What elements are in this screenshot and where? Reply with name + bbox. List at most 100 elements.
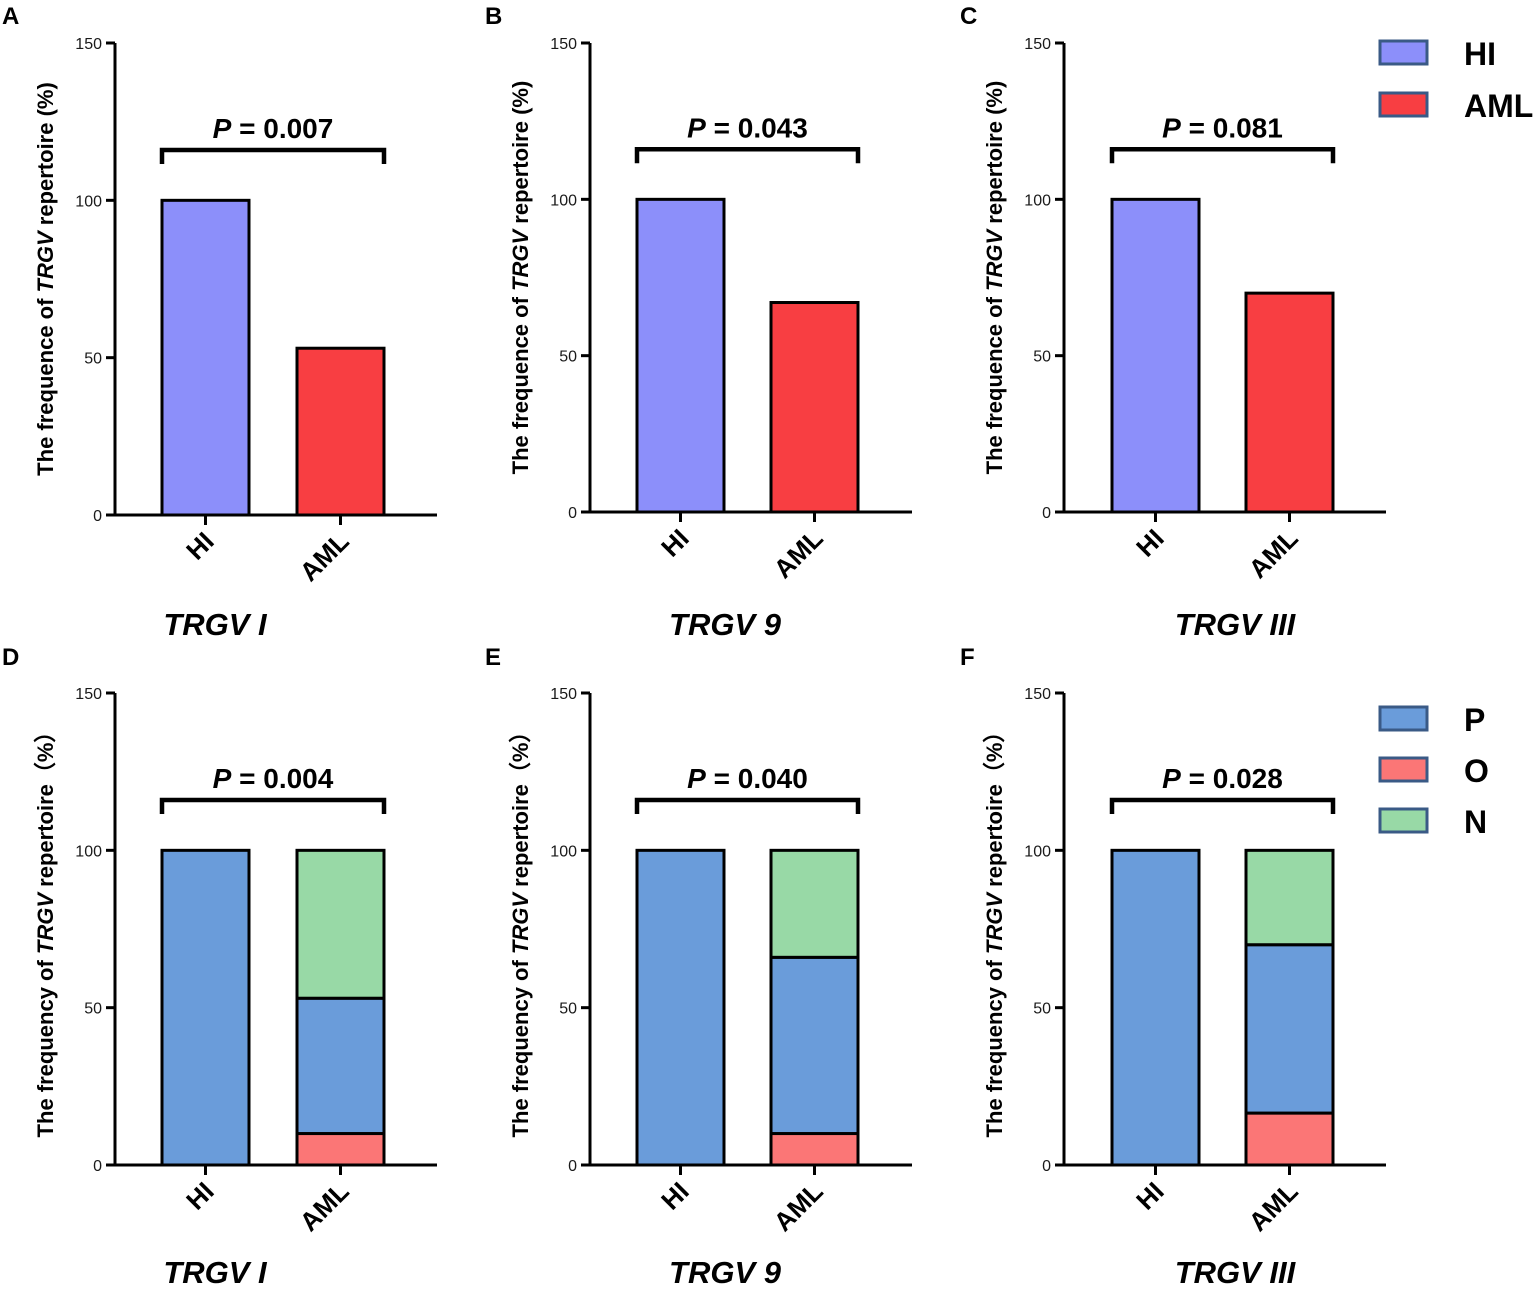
legend-label-n: N [1464,804,1487,840]
significance-bracket [634,147,861,164]
p-value-number: = 0.028 [1181,763,1283,794]
p-value-symbol: P [687,112,706,143]
y-axis-label-italic: TRGV [33,229,58,292]
panel-b: B 0 50 100 150 The frequence of TRGV repertoi… [485,3,912,642]
y-axis-label-suffix: repertoire (%) [982,81,1007,230]
p-value-label: P = 0.081 [1162,112,1283,143]
panel-a: A 0 50 100 150 The frequence of TRGV repertoi… [2,3,437,642]
x-tick-label: HI [180,526,220,566]
bar-aml-o [295,1132,386,1167]
legend-label-aml: AML [1464,88,1533,124]
p-value-symbol: P [213,113,232,144]
x-tick-label: AML [1243,1176,1304,1237]
legend-label-p: P [1464,702,1485,738]
bar-aml-p [769,955,860,1136]
y-axis-label-prefix: The frequence of [508,291,533,474]
bar-hi-p [160,848,251,1167]
x-tick-label: AML [768,1176,829,1237]
p-value-label: P = 0.040 [687,763,808,794]
significance-bracket [1109,147,1336,164]
y-tick-label: 0 [568,1158,577,1175]
legend-swatch-n [1378,807,1429,834]
y-tick-label: 150 [1024,686,1051,703]
p-value-number: = 0.081 [1181,112,1283,143]
x-tick-label: AML [768,523,829,584]
legend-1: HI AML [1378,36,1533,124]
y-axis-label-italic: TRGV [508,891,533,954]
y-tick-label: 50 [1033,349,1051,366]
y-tick-label: 150 [550,686,577,703]
y-axis-label: The frequency of TRGV repertoire（%） [982,721,1007,1138]
y-tick-label: 50 [1033,1001,1051,1018]
panel-letter: F [960,644,975,671]
y-tick-label: 100 [75,843,102,860]
panel-letter: C [960,3,977,30]
p-value-symbol: P [1162,763,1181,794]
x-tick-label: HI [655,1176,695,1216]
legend-label-o: O [1464,753,1489,789]
panel-letter: E [485,644,501,671]
y-tick-label: 150 [1024,36,1051,53]
bar-aml-n [1244,848,1335,947]
y-axis-label-prefix: The frequency of [508,954,533,1137]
bar-aml-n [295,848,386,1000]
bar-aml-o [769,1132,860,1167]
significance-bracket [159,797,387,814]
x-tick-label: HI [180,1176,220,1216]
p-value-label: P = 0.004 [213,763,334,794]
y-axis-label: The frequence of TRGV repertoire (%) [33,82,58,476]
panel-e: E 0 50 100 150 The frequency of TRGV repertoi… [485,644,912,1289]
y-tick-label: 100 [550,192,577,209]
y-axis-label: The frequence of TRGV repertoire (%) [508,81,533,475]
panel-f: F 0 50 100 150 The frequency of TRGV repertoi… [960,644,1386,1289]
x-tick-label: AML [294,1176,355,1237]
bar-aml-n [769,848,860,959]
p-value-symbol: P [213,763,232,794]
panel-subtitle: TRGV I [163,1255,268,1284]
legend-swatch-o [1378,756,1429,783]
panel-letter: D [2,644,19,671]
legend-swatch-hi [1378,39,1429,66]
legend-label-hi: HI [1464,36,1496,72]
p-value-label: P = 0.007 [213,113,334,144]
p-value-number: = 0.043 [706,112,808,143]
p-value-symbol: P [1162,112,1181,143]
bar-hi [160,198,251,517]
y-tick-label: 0 [93,508,102,525]
y-axis-label-suffix: repertoire (%) [33,82,58,231]
panel-d: D 0 50 100 150 The frequency of TRGV repertoi… [2,644,437,1289]
p-value-label: P = 0.043 [687,112,808,143]
y-tick-label: 0 [93,1158,102,1175]
y-axis-label: The frequency of TRGV repertoire（%） [508,721,533,1138]
y-tick-label: 0 [1042,505,1051,522]
panel-letter: A [2,3,19,30]
y-tick-label: 0 [568,505,577,522]
y-axis-label-prefix: The frequency of [982,954,1007,1137]
y-tick-label: 50 [84,351,102,368]
legend-swatch-p [1378,705,1429,732]
x-tick-label: HI [655,523,695,563]
panel-c: C 0 50 100 150 The frequence of TRGV repertoi… [960,3,1386,642]
bar-hi [1110,197,1201,514]
p-value-label: P = 0.028 [1162,763,1283,794]
y-tick-label: 100 [550,843,577,860]
bar-aml [769,301,860,514]
y-axis-label-italic: TRGV [33,891,58,954]
panel-subtitle: TRGV 9 [669,607,782,642]
bar-aml [1244,291,1335,514]
x-tick-label: AML [294,526,355,587]
y-axis-label: The frequence of TRGV repertoire (%) [982,81,1007,475]
y-tick-label: 150 [75,36,102,53]
x-tick-label: HI [1130,1176,1170,1216]
bar-aml-p [1244,943,1335,1115]
y-axis-label-suffix: repertoire (%) [508,81,533,230]
y-tick-label: 100 [1024,843,1051,860]
y-tick-label: 50 [84,1001,102,1018]
panel-subtitle: TRGV III [1175,607,1297,642]
bar-hi-p [1110,848,1201,1167]
legend-2: PON [1378,702,1489,840]
p-value-symbol: P [687,763,706,794]
y-tick-label: 0 [1042,1158,1051,1175]
